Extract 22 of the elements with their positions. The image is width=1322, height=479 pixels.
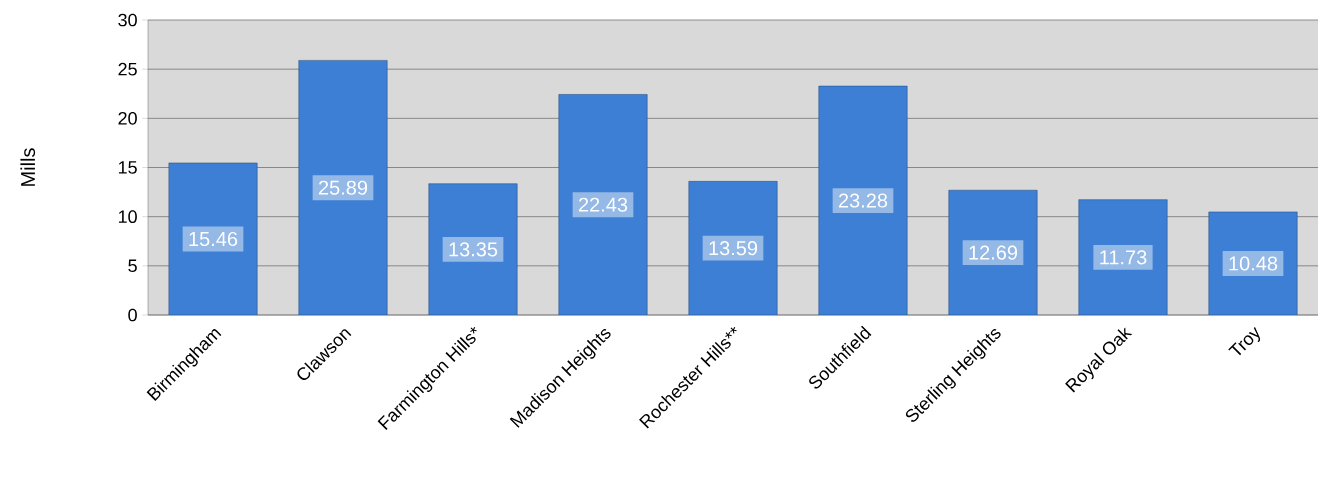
y-tick-label: 20 — [118, 111, 137, 125]
bar — [298, 60, 388, 315]
data-label: 23.28 — [838, 193, 888, 208]
data-label: 22.43 — [578, 197, 628, 212]
data-label: 25.89 — [318, 180, 368, 195]
data-label: 13.35 — [449, 242, 498, 257]
y-tick-label: 15 — [118, 161, 137, 174]
y-tick-label: 25 — [118, 62, 137, 76]
y-tick-label: 10 — [118, 210, 137, 224]
data-label: 13.59 — [709, 241, 758, 256]
y-tick-label: 0 — [128, 308, 137, 322]
x-tick-label: Troy — [1228, 326, 1261, 356]
y-tick-label: 5 — [128, 259, 137, 273]
data-label: 11.73 — [1100, 250, 1147, 265]
bar — [558, 94, 648, 315]
y-tick-label: 30 — [118, 13, 137, 27]
bar — [168, 162, 258, 315]
data-label: 10.48 — [1229, 256, 1278, 271]
data-label: 15.46 — [189, 231, 238, 247]
bar — [818, 85, 908, 315]
y-axis-title: Mills — [20, 148, 36, 186]
data-label: 12.69 — [969, 245, 1018, 260]
